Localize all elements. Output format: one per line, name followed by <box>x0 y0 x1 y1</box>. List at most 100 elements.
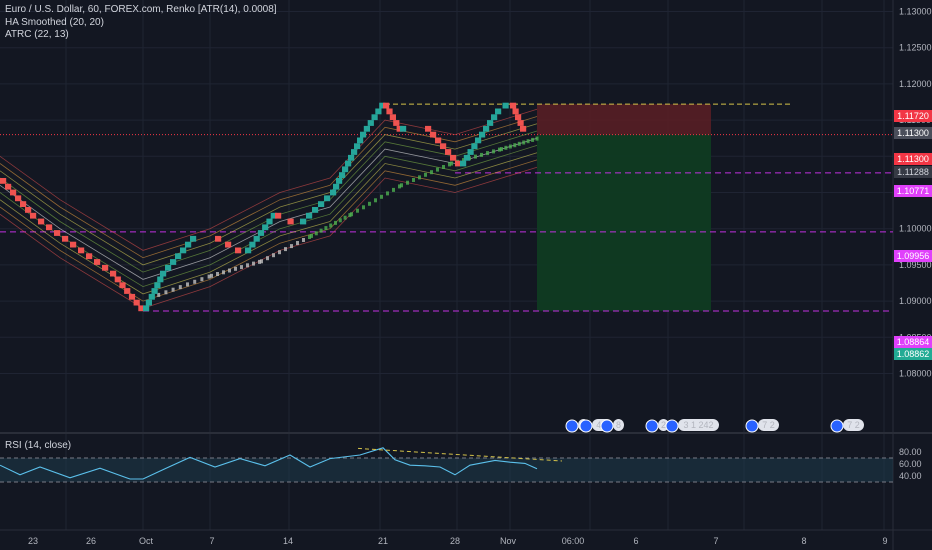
price-tag-bg <box>894 348 932 360</box>
ha-candle <box>348 213 352 218</box>
event-badge-5[interactable]: 7 2 <box>745 419 779 433</box>
ha-candle <box>368 201 371 206</box>
badge-count: 7 2 <box>762 420 775 430</box>
ha-candle <box>450 161 453 166</box>
renko-brick <box>180 247 187 254</box>
ha-candle <box>504 145 508 150</box>
renko-brick <box>312 207 319 213</box>
renko-brick <box>471 143 478 150</box>
price-tick-label: 1.09000 <box>899 296 932 306</box>
renko-brick <box>128 293 136 300</box>
ha-candle <box>207 274 211 279</box>
ha-candle <box>448 162 451 167</box>
renko-brick <box>154 282 161 289</box>
ha-candle <box>252 261 255 266</box>
ha-candle <box>222 270 225 275</box>
channel-band <box>0 137 538 280</box>
ha-candle <box>258 259 261 264</box>
rsi-tick-label: 40.00 <box>899 471 922 481</box>
flag-icon <box>665 419 679 433</box>
event-badge-6[interactable]: 7 2 <box>830 419 864 433</box>
renko-brick <box>445 149 452 155</box>
indicator-legend-atrc[interactable]: ATRC (22, 13) <box>5 29 69 40</box>
price-tag-label: 1.11300 <box>897 128 929 138</box>
ha-candle <box>517 141 521 146</box>
renko-brick <box>145 299 152 306</box>
time-tick-label: 28 <box>450 536 460 546</box>
time-tick-label: Nov <box>500 536 517 546</box>
renko-brick <box>253 235 260 242</box>
renko-brick <box>215 235 222 242</box>
ha-candle <box>535 136 539 141</box>
ha-candle <box>284 247 287 252</box>
ha-candle <box>272 253 275 258</box>
flag-icon <box>579 419 593 433</box>
price-tag-bg <box>894 153 932 165</box>
rsi-legend[interactable]: RSI (14, close) <box>5 440 72 451</box>
event-badge-2[interactable]: 8 <box>600 419 624 433</box>
rsi-pane <box>0 447 893 483</box>
channel-band <box>0 159 538 302</box>
ha-candle <box>531 137 535 142</box>
ha-candle <box>498 147 501 152</box>
badge-count: 8 <box>616 420 621 430</box>
flag-icon <box>745 419 759 433</box>
renko-brick <box>94 259 101 265</box>
ha-candle <box>412 178 415 182</box>
ha-candle <box>164 290 168 295</box>
ha-candle <box>350 212 353 217</box>
renko-brick <box>287 218 294 225</box>
ha-candle <box>157 292 161 297</box>
renko-brick <box>143 305 150 312</box>
renko-brick <box>330 189 337 196</box>
channel-band <box>0 108 538 251</box>
ha-candle <box>356 208 359 213</box>
renko-brick <box>467 149 474 155</box>
ha-candle <box>406 180 409 185</box>
ha-candle <box>171 287 175 292</box>
renko-brick <box>235 247 242 254</box>
renko-brick <box>371 114 378 121</box>
ha-candle <box>310 233 313 238</box>
price-tick-label: 1.12000 <box>899 79 932 89</box>
renko-brick <box>62 235 69 242</box>
renko-brick <box>225 241 232 248</box>
take-profit-zone <box>537 134 711 312</box>
price-tag-label: 1.09956 <box>897 251 930 261</box>
horizontal-levels[interactable] <box>0 103 893 312</box>
ha-candle <box>424 172 427 177</box>
rsi-tick-label: 60.00 <box>899 459 922 469</box>
renko-brick <box>425 125 432 132</box>
symbol-legend[interactable]: Euro / U.S. Dollar, 60, FOREX.com, Renko… <box>5 4 277 15</box>
time-tick-label: 06:00 <box>562 536 585 546</box>
time-tick-label: 7 <box>713 536 718 546</box>
ha-candle <box>380 194 383 199</box>
renko-brick <box>483 125 490 132</box>
renko-brick <box>475 137 482 144</box>
renko-brick <box>510 102 517 109</box>
renko-brick <box>393 120 400 126</box>
time-tick-label: 26 <box>86 536 96 546</box>
renko-brick <box>348 154 355 161</box>
event-badge-4[interactable]: 3 1 242 <box>665 419 719 433</box>
position-tool[interactable] <box>537 104 711 312</box>
indicator-legend-ha[interactable]: HA Smoothed (20, 20) <box>5 17 104 28</box>
renko-brick <box>495 108 502 115</box>
ha-candle <box>442 165 445 169</box>
price-tags: 1.11720 1.11300 1.11300 1.11288 1.10771 1.099… <box>894 110 932 360</box>
ha-candle <box>430 170 433 175</box>
price-tag: 1.09956 <box>894 250 932 262</box>
renko-brick <box>383 102 390 109</box>
ha-candle <box>193 279 197 284</box>
time-tick-label: 6 <box>633 536 638 546</box>
ha-candle <box>314 231 318 236</box>
ha-candle <box>418 175 421 180</box>
ha-candle <box>386 191 389 196</box>
ha-candle <box>462 158 465 163</box>
renko-brick <box>435 137 442 144</box>
renko-brick <box>375 108 382 115</box>
ha-candle <box>210 273 213 278</box>
ha-candle <box>334 220 337 225</box>
